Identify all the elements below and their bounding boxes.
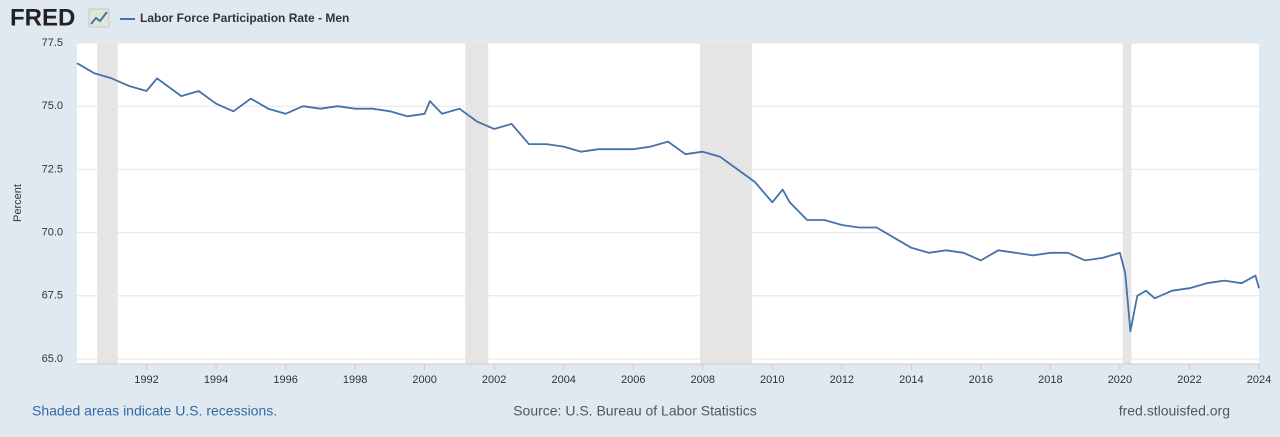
- x-tick-label: 2024: [1247, 374, 1271, 386]
- y-tick-label: 75.0: [42, 100, 63, 112]
- x-tick-label: 2008: [691, 374, 715, 386]
- y-tick-label: 67.5: [42, 290, 63, 302]
- y-axis-label: Percent: [12, 184, 24, 222]
- logo-icon: [88, 8, 110, 28]
- x-tick-label: 2018: [1038, 374, 1062, 386]
- recession-band: [465, 43, 489, 364]
- y-tick-label: 65.0: [42, 353, 63, 365]
- x-tick-label: 1996: [273, 374, 297, 386]
- x-tick-label: 2016: [969, 374, 993, 386]
- x-tick-label: 2004: [551, 374, 575, 386]
- recession-note: Shaded areas indicate U.S. recessions.: [32, 403, 277, 419]
- source: Source: U.S. Bureau of Labor Statistics: [513, 403, 757, 419]
- x-tick-label: 2000: [412, 374, 436, 386]
- logo: FRED: [10, 4, 75, 31]
- x-tick-label: 2022: [1177, 374, 1201, 386]
- logo-icon-line: [90, 11, 108, 25]
- x-tick-label: 2020: [1108, 374, 1132, 386]
- x-tick-label: 2010: [760, 374, 784, 386]
- x-tick-label: 1992: [134, 374, 158, 386]
- legend-label: Labor Force Participation Rate - Men: [140, 11, 349, 25]
- y-tick-label: 72.5: [42, 163, 63, 175]
- x-tick-label: 2012: [830, 374, 854, 386]
- recession-band: [699, 43, 753, 364]
- x-tick-label: 1998: [343, 374, 367, 386]
- recession-band: [1122, 43, 1132, 364]
- site: fred.stlouisfed.org: [1119, 403, 1230, 419]
- x-tick-label: 1994: [204, 374, 228, 386]
- plot-area: [77, 43, 1259, 364]
- x-tick-label: 2014: [899, 374, 923, 386]
- x-tick-label: 2006: [621, 374, 645, 386]
- x-tick-label: 2002: [482, 374, 506, 386]
- y-tick-label: 77.5: [42, 37, 63, 49]
- y-tick-label: 70.0: [42, 227, 63, 239]
- recession-band: [97, 43, 118, 364]
- series-line: [76, 62, 1260, 333]
